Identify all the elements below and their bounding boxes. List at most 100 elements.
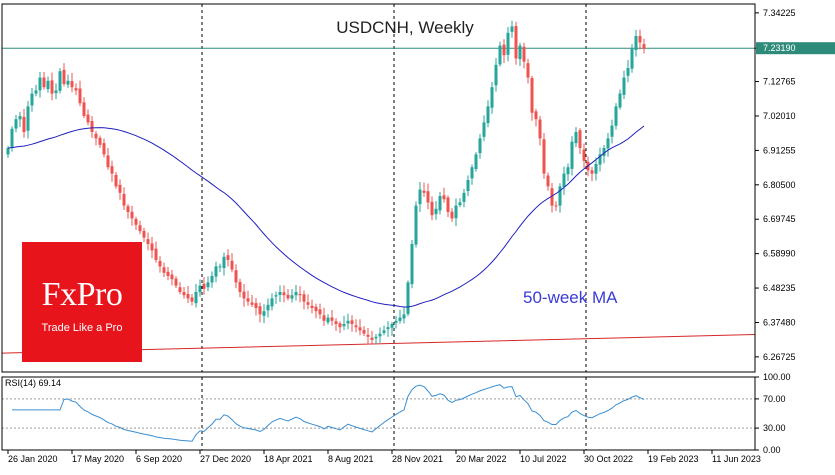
time-x-tick-label: 19 Feb 2023 xyxy=(648,454,699,464)
candle-body xyxy=(326,317,330,323)
candle-body xyxy=(354,325,358,328)
candle-body xyxy=(90,121,94,132)
price-y-tick-label: 6.37480 xyxy=(763,317,796,327)
candle-body xyxy=(262,311,266,316)
candle-body xyxy=(498,45,502,65)
candle-body xyxy=(50,80,54,94)
rsi-panel-frame xyxy=(1,376,756,451)
candle-body xyxy=(430,201,434,216)
candle-body xyxy=(286,294,290,299)
price-y-tick-label: 6.69745 xyxy=(763,214,796,224)
rsi-y-tick-label: 70.00 xyxy=(763,394,786,404)
candle-body xyxy=(170,274,174,280)
candle-body xyxy=(34,90,38,94)
candle-body xyxy=(606,138,610,149)
candle-body xyxy=(386,327,390,330)
candle-body xyxy=(230,260,234,270)
candle-body xyxy=(402,314,406,319)
candle-body xyxy=(138,225,142,232)
candle-body xyxy=(510,26,514,32)
candle-body xyxy=(330,317,334,321)
candle-body xyxy=(254,303,258,308)
price-y-tick-label: 6.48235 xyxy=(763,283,796,293)
candle-body xyxy=(46,80,50,90)
chart-title: USDCNH, Weekly xyxy=(336,18,474,37)
candle-body xyxy=(70,81,74,88)
candle-body xyxy=(362,330,366,334)
candle-body xyxy=(438,196,442,211)
candle-body xyxy=(78,88,82,104)
candle-body xyxy=(190,297,194,302)
candle-body xyxy=(106,155,110,168)
candle-body xyxy=(102,143,106,155)
candle-body xyxy=(542,139,546,174)
rsi-line xyxy=(12,384,645,442)
time-x-tick-label: 30 Oct 2022 xyxy=(584,454,633,464)
candle-body xyxy=(618,93,622,108)
candle-body xyxy=(530,78,534,113)
candle-body xyxy=(30,93,34,106)
candle-body xyxy=(318,309,322,315)
candle-body xyxy=(638,35,642,43)
candle-body xyxy=(234,270,238,283)
candle-body xyxy=(482,122,486,137)
candle-body xyxy=(154,248,158,260)
candle-body xyxy=(614,106,618,126)
candle-body xyxy=(246,298,250,302)
candle-body xyxy=(574,132,578,144)
candle-body xyxy=(514,26,518,59)
candle-body xyxy=(222,256,226,269)
price-y-tick-label: 6.58990 xyxy=(763,249,796,259)
candle-body xyxy=(110,166,114,174)
candle-body xyxy=(442,195,446,200)
time-x-tick-label: 8 Aug 2021 xyxy=(328,454,374,464)
time-x-tick-label: 20 Mar 2022 xyxy=(456,454,507,464)
candle-body xyxy=(382,330,386,333)
candle-body xyxy=(494,64,498,86)
candle-body xyxy=(198,285,202,293)
candle-body xyxy=(506,32,510,55)
time-x-tick-label: 28 Nov 2021 xyxy=(392,454,443,464)
price-y-tick-label: 7.34225 xyxy=(763,8,796,18)
candle-body xyxy=(258,306,262,315)
candle-body xyxy=(82,102,86,116)
candle-body xyxy=(278,292,282,296)
candle-body xyxy=(130,211,134,219)
candle-body xyxy=(462,192,466,202)
candle-body xyxy=(634,36,638,50)
candle-body xyxy=(470,167,474,179)
candle-body xyxy=(486,106,490,124)
time-x-tick-label: 17 May 2020 xyxy=(72,454,124,464)
price-panel-frame xyxy=(1,3,756,373)
candle-body xyxy=(126,206,130,212)
candle-body xyxy=(378,333,382,337)
candle-body xyxy=(42,77,46,88)
candle-body xyxy=(490,87,494,108)
candle-body xyxy=(422,190,426,193)
candle-body xyxy=(518,45,522,60)
candle-body xyxy=(562,173,566,187)
candle-body xyxy=(150,243,154,251)
candle-body xyxy=(566,167,570,175)
candle-body xyxy=(374,336,378,339)
price-y-tick-label: 7.02010 xyxy=(763,111,796,121)
candle-body xyxy=(578,130,582,148)
candle-body xyxy=(398,317,402,321)
candle-body xyxy=(502,44,506,56)
logo-brand: FxPro xyxy=(41,276,123,313)
moving-average-line xyxy=(7,125,645,308)
price-y-tick-label: 6.80500 xyxy=(763,180,796,190)
candle-body xyxy=(314,306,318,312)
candle-body xyxy=(370,337,374,340)
candle-body xyxy=(294,292,298,296)
candle-body xyxy=(434,208,438,215)
candle-body xyxy=(158,260,162,267)
candle-body xyxy=(202,283,206,289)
candle-body xyxy=(622,77,626,95)
candle-body xyxy=(558,186,562,206)
candle-body xyxy=(62,69,66,84)
candle-body xyxy=(526,63,530,78)
candle-body xyxy=(178,287,182,292)
current-price-tag-label: 7.23190 xyxy=(763,43,796,53)
